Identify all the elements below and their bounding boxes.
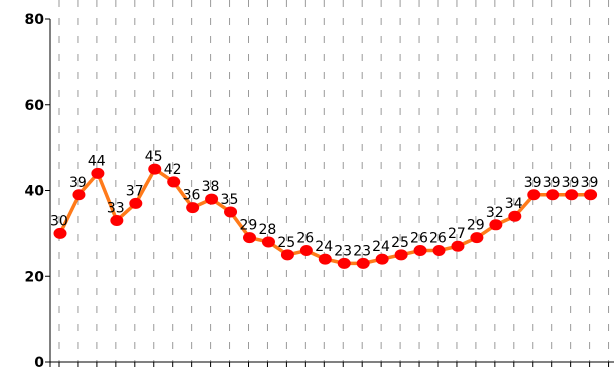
data-point [432,245,446,257]
data-label: 27 [448,226,466,242]
data-point [527,189,541,201]
data-label: 33 [107,201,125,217]
data-point [205,193,219,205]
data-point [489,219,503,231]
data-label: 39 [524,175,542,191]
data-point [375,253,389,265]
data-point [167,176,181,188]
data-label: 26 [296,231,314,247]
data-point [129,197,143,209]
data-label: 25 [277,235,295,251]
data-label: 39 [69,175,87,191]
data-label: 45 [145,149,163,165]
data-point [356,257,370,269]
data-label: 26 [429,231,447,247]
data-point [186,202,200,214]
y-tick-label: 60 [25,98,45,114]
y-tick-label: 40 [25,184,45,200]
data-point [584,189,598,201]
data-label: 39 [543,175,561,191]
data-label: 39 [581,175,599,191]
y-axis-ticks: 0 20 40 60 80 [25,12,50,367]
data-label: 24 [372,239,390,255]
data-label: 25 [391,235,409,251]
data-label: 37 [126,183,144,199]
data-label: 30 [50,213,68,229]
data-label: 39 [562,175,580,191]
data-point [224,206,238,218]
data-point [470,232,484,244]
data-label: 34 [505,196,523,212]
gridlines [58,0,610,362]
data-label: 29 [467,218,485,234]
y-tick-label: 80 [25,12,45,28]
data-point [110,215,124,227]
data-point [394,249,408,261]
data-label: 35 [221,192,239,208]
data-point-markers [53,163,598,269]
data-label: 36 [183,188,201,204]
data-point [546,189,560,201]
data-label: 23 [353,243,371,259]
data-point [565,189,579,201]
data-point [72,189,86,201]
data-label: 29 [240,218,258,234]
y-tick-label: 0 [34,355,44,367]
data-label: 26 [410,231,428,247]
y-tick-label: 20 [25,269,45,285]
data-label: 32 [486,205,504,221]
data-label: 42 [164,162,182,178]
data-point [337,257,351,269]
data-label: 24 [315,239,333,255]
data-point [318,253,332,265]
data-point [299,245,313,257]
data-point [508,210,522,222]
data-point [451,240,465,252]
data-label: 23 [334,243,352,259]
data-point [148,163,162,175]
data-point [280,249,294,261]
axes [49,19,614,367]
data-point [243,232,256,244]
data-point [91,167,105,179]
data-label: 28 [258,222,276,238]
data-label: 44 [88,153,106,169]
data-point [53,227,67,239]
data-label: 38 [202,179,220,195]
data-point [413,245,427,257]
data-point [261,236,275,248]
